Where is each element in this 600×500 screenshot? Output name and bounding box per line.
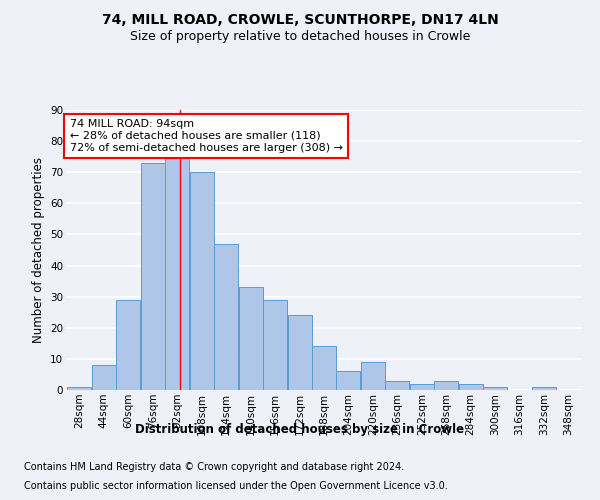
- Bar: [239, 288, 263, 390]
- Bar: [190, 172, 214, 390]
- Bar: [410, 384, 434, 390]
- Bar: [312, 346, 336, 390]
- Bar: [92, 365, 116, 390]
- Text: Contains HM Land Registry data © Crown copyright and database right 2024.: Contains HM Land Registry data © Crown c…: [24, 462, 404, 472]
- Y-axis label: Number of detached properties: Number of detached properties: [32, 157, 44, 343]
- Bar: [434, 380, 458, 390]
- Bar: [214, 244, 238, 390]
- Bar: [459, 384, 483, 390]
- Bar: [165, 156, 189, 390]
- Bar: [483, 387, 507, 390]
- Bar: [532, 387, 556, 390]
- Bar: [337, 372, 361, 390]
- Bar: [287, 316, 311, 390]
- Bar: [263, 300, 287, 390]
- Text: Distribution of detached houses by size in Crowle: Distribution of detached houses by size …: [136, 422, 464, 436]
- Bar: [67, 387, 91, 390]
- Bar: [116, 300, 140, 390]
- Bar: [361, 362, 385, 390]
- Text: 74 MILL ROAD: 94sqm
← 28% of detached houses are smaller (118)
72% of semi-detac: 74 MILL ROAD: 94sqm ← 28% of detached ho…: [70, 120, 343, 152]
- Bar: [141, 163, 165, 390]
- Bar: [385, 380, 409, 390]
- Text: Size of property relative to detached houses in Crowle: Size of property relative to detached ho…: [130, 30, 470, 43]
- Text: 74, MILL ROAD, CROWLE, SCUNTHORPE, DN17 4LN: 74, MILL ROAD, CROWLE, SCUNTHORPE, DN17 …: [101, 12, 499, 26]
- Text: Contains public sector information licensed under the Open Government Licence v3: Contains public sector information licen…: [24, 481, 448, 491]
